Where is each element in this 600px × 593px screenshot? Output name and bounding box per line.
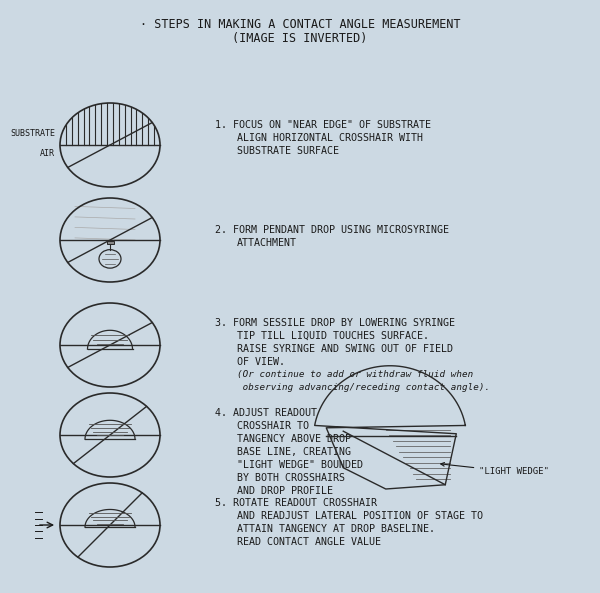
Text: 3. FORM SESSILE DROP BY LOWERING SYRINGE: 3. FORM SESSILE DROP BY LOWERING SYRINGE xyxy=(215,318,455,328)
Text: · STEPS IN MAKING A CONTACT ANGLE MEASUREMENT: · STEPS IN MAKING A CONTACT ANGLE MEASUR… xyxy=(140,18,460,31)
Text: AND DROP PROFILE: AND DROP PROFILE xyxy=(237,486,333,496)
Text: TIP TILL LIQUID TOUCHES SURFACE.: TIP TILL LIQUID TOUCHES SURFACE. xyxy=(237,331,429,341)
Text: AND READJUST LATERAL POSITION OF STAGE TO: AND READJUST LATERAL POSITION OF STAGE T… xyxy=(237,511,483,521)
Text: RAISE SYRINGE AND SWING OUT OF FIELD: RAISE SYRINGE AND SWING OUT OF FIELD xyxy=(237,344,453,354)
Text: BASE LINE, CREATING: BASE LINE, CREATING xyxy=(237,447,351,457)
Text: SUBSTRATE: SUBSTRATE xyxy=(10,129,55,138)
Text: ATTACHMENT: ATTACHMENT xyxy=(237,238,297,248)
Text: SUBSTRATE SURFACE: SUBSTRATE SURFACE xyxy=(237,146,339,156)
Text: 1. FOCUS ON "NEAR EDGE" OF SUBSTRATE: 1. FOCUS ON "NEAR EDGE" OF SUBSTRATE xyxy=(215,120,431,130)
Text: "LIGHT WEDGE" BOUNDED: "LIGHT WEDGE" BOUNDED xyxy=(237,460,363,470)
Text: (IMAGE IS INVERTED): (IMAGE IS INVERTED) xyxy=(232,32,368,45)
Text: ALIGN HORIZONTAL CROSSHAIR WITH: ALIGN HORIZONTAL CROSSHAIR WITH xyxy=(237,133,423,143)
Text: 5. ROTATE READOUT CROSSHAIR: 5. ROTATE READOUT CROSSHAIR xyxy=(215,498,377,508)
Text: observing advancing/receding contact angle).: observing advancing/receding contact ang… xyxy=(237,383,490,392)
Text: OF VIEW.: OF VIEW. xyxy=(237,357,285,367)
Text: TANGENCY ABOVE DROP: TANGENCY ABOVE DROP xyxy=(237,434,351,444)
Text: CROSSHAIR TO: CROSSHAIR TO xyxy=(237,421,309,431)
Text: "LIGHT WEDGE": "LIGHT WEDGE" xyxy=(441,463,549,477)
Text: 2. FORM PENDANT DROP USING MICROSYRINGE: 2. FORM PENDANT DROP USING MICROSYRINGE xyxy=(215,225,449,235)
Text: BY BOTH CROSSHAIRS: BY BOTH CROSSHAIRS xyxy=(237,473,345,483)
Text: READ CONTACT ANGLE VALUE: READ CONTACT ANGLE VALUE xyxy=(237,537,381,547)
Text: AIR: AIR xyxy=(40,148,55,158)
FancyBboxPatch shape xyxy=(107,241,113,244)
Text: ATTAIN TANGENCY AT DROP BASELINE.: ATTAIN TANGENCY AT DROP BASELINE. xyxy=(237,524,435,534)
Text: 4. ADJUST READOUT: 4. ADJUST READOUT xyxy=(215,408,317,418)
Text: (Or continue to add or withdraw fluid when: (Or continue to add or withdraw fluid wh… xyxy=(237,370,473,379)
